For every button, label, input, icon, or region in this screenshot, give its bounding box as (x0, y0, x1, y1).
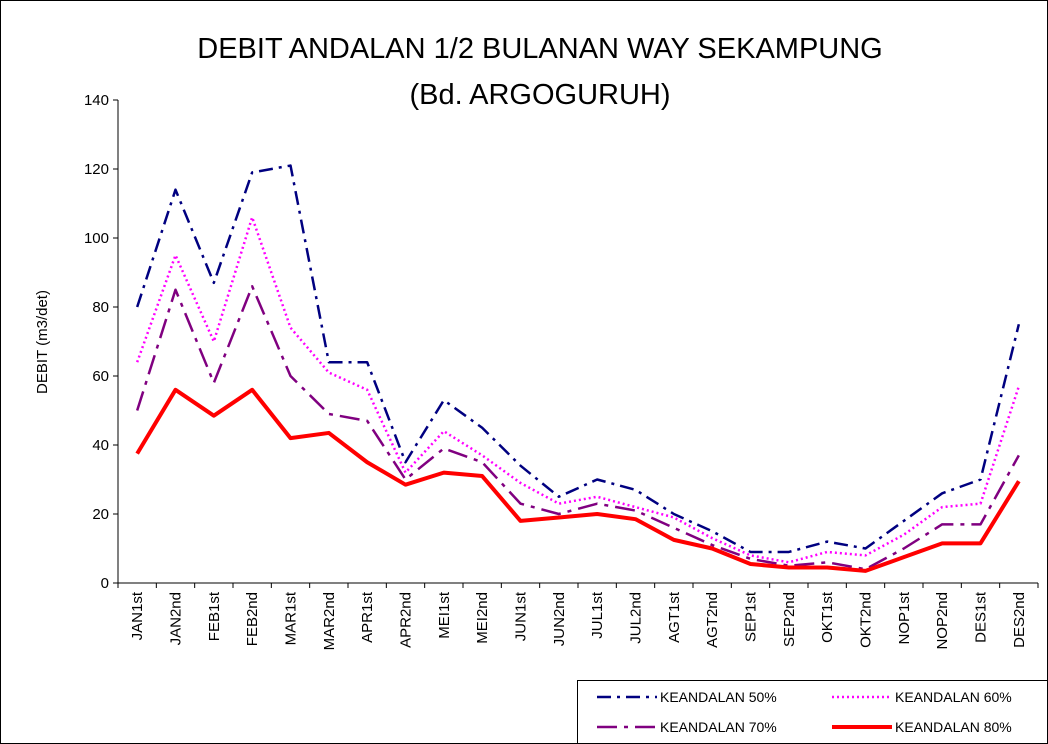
x-tick-label: MAR2nd (321, 592, 338, 650)
x-tick-label: JAN1st (129, 591, 146, 640)
series-line (135, 387, 1021, 573)
y-tick-label: 100 (84, 230, 109, 247)
x-tick-label: OKT2nd (858, 592, 875, 648)
series-line (135, 216, 1021, 564)
x-tick-label: AGT1st (666, 591, 683, 643)
x-tick-label: FEB2nd (244, 592, 261, 646)
x-tick-label: SEP1st (743, 591, 760, 642)
legend-label: KEANDALAN 70% (660, 719, 777, 735)
x-tick-label: DES2nd (1011, 592, 1028, 648)
x-tick-label: AGT2nd (704, 592, 721, 648)
y-tick-label: 120 (84, 161, 109, 178)
x-tick-label: FEB1st (206, 591, 223, 641)
legend: KEANDALAN 50% KEANDALAN 60% KEANDALAN 70% K… (577, 680, 1048, 744)
chart-title: DEBIT ANDALAN 1/2 BULANAN WAY SEKAMPUNG (197, 33, 882, 65)
y-tick-label: 140 (84, 92, 109, 109)
y-axis-label: DEBIT (m3/det) (34, 290, 51, 394)
legend-label: KEANDALAN 80% (895, 719, 1012, 735)
y-tick-label: 20 (92, 506, 109, 523)
chart-subtitle: (Bd. ARGOGURUH) (409, 79, 670, 111)
x-tick-label: NOP2nd (934, 592, 951, 650)
x-tick-label: MAR1st (283, 591, 300, 645)
x-tick-label: JUL1st (589, 591, 606, 639)
x-tick-label: NOP1st (896, 591, 913, 644)
x-tick-label: DES1st (973, 591, 990, 643)
y-tick-label: 0 (101, 575, 109, 592)
y-tick-label: 60 (92, 368, 109, 385)
x-tick-label: JUL2nd (628, 592, 645, 644)
series-line (135, 285, 1020, 571)
x-tick-label: JUN2nd (551, 592, 568, 646)
x-tick-label: APR1st (359, 591, 376, 643)
y-tick-label: 80 (92, 299, 109, 316)
x-tick-label: MEI2nd (474, 592, 491, 644)
legend-label: KEANDALAN 50% (660, 689, 777, 705)
x-tick-label: APR2nd (398, 592, 415, 648)
series-line (135, 164, 1021, 554)
legend-label: KEANDALAN 60% (895, 689, 1012, 705)
legend-box (577, 680, 1048, 744)
x-tick-label: OKT1st (819, 591, 836, 643)
x-tick-label: SEP2nd (781, 592, 798, 647)
x-tick-label: JUN1st (513, 591, 530, 641)
y-tick-label: 40 (92, 437, 109, 454)
x-tick-label: MEI1st (436, 591, 453, 639)
x-tick-label: JAN2nd (168, 592, 185, 645)
